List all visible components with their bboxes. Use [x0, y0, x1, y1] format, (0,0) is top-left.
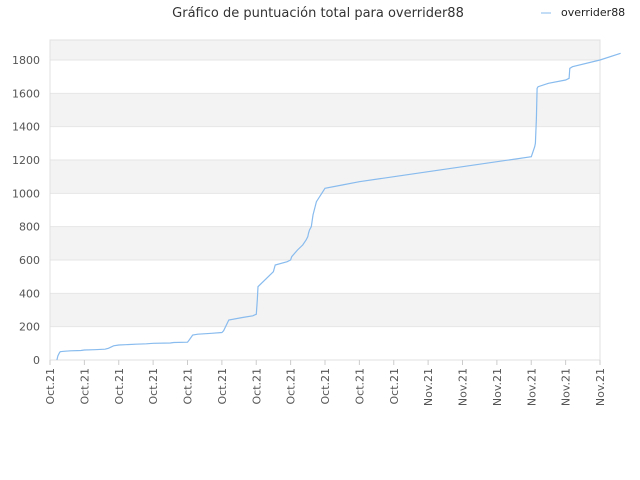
grid-band [50, 260, 600, 294]
x-tick-label: Oct.21 [182, 368, 195, 405]
plot-area [56, 52, 621, 361]
legend-entry: overrider88 [561, 6, 625, 19]
x-tick-label: Nov.21 [422, 368, 435, 406]
x-tick-label: Oct.21 [319, 368, 332, 405]
y-tick-label: 800 [19, 221, 40, 234]
x-tick-label: Nov.21 [457, 368, 470, 406]
x-tick-label: Nov.21 [525, 368, 538, 406]
x-tick-label: Nov.21 [560, 368, 573, 406]
x-tick-label: Oct.21 [147, 368, 160, 405]
grid-band [50, 93, 600, 127]
x-tick-label: Oct.21 [113, 368, 126, 405]
y-tick-label: 1400 [12, 121, 40, 134]
y-tick-label: 1000 [12, 187, 40, 200]
y-tick-label: 1200 [12, 154, 40, 167]
y-tick-label: 200 [19, 321, 40, 334]
grid-band [50, 226, 600, 260]
x-axis: Oct.21 Oct.21 Oct.21 Oct.21 Oct.21 Oct.21 Oct.… [44, 360, 607, 406]
y-tick-label: 1800 [12, 54, 40, 67]
grid-band [50, 60, 600, 94]
grid-band [50, 293, 600, 327]
y-tick-label: 400 [19, 287, 40, 300]
x-tick-label: Nov.21 [491, 368, 504, 406]
grid-band [50, 326, 600, 360]
x-tick-label: Oct.21 [285, 368, 298, 405]
y-tick-label: 0 [33, 354, 40, 367]
x-tick-label: Oct.21 [78, 368, 91, 405]
x-tick-label: Oct.21 [353, 368, 366, 405]
x-tick-label: Oct.21 [250, 368, 263, 405]
series-line [56, 52, 621, 361]
y-tick-label: 1600 [12, 87, 40, 100]
y-tick-label: 600 [19, 254, 40, 267]
grid-bands [49, 39, 601, 361]
grid-band [50, 40, 600, 60]
x-tick-label: Nov.21 [594, 368, 607, 406]
x-tick-label: Oct.21 [216, 368, 229, 405]
legend: overrider88 [541, 6, 625, 19]
x-tick-label: Oct.21 [388, 368, 401, 405]
grid-band [50, 193, 600, 227]
y-axis: 0 200 400 600 800 1000 1200 1400 1600 1800 [12, 54, 40, 367]
chart-title: Gráfico de puntuación total para overrid… [172, 6, 464, 21]
grid-band [50, 126, 600, 160]
x-tick-label: Oct.21 [44, 368, 57, 405]
